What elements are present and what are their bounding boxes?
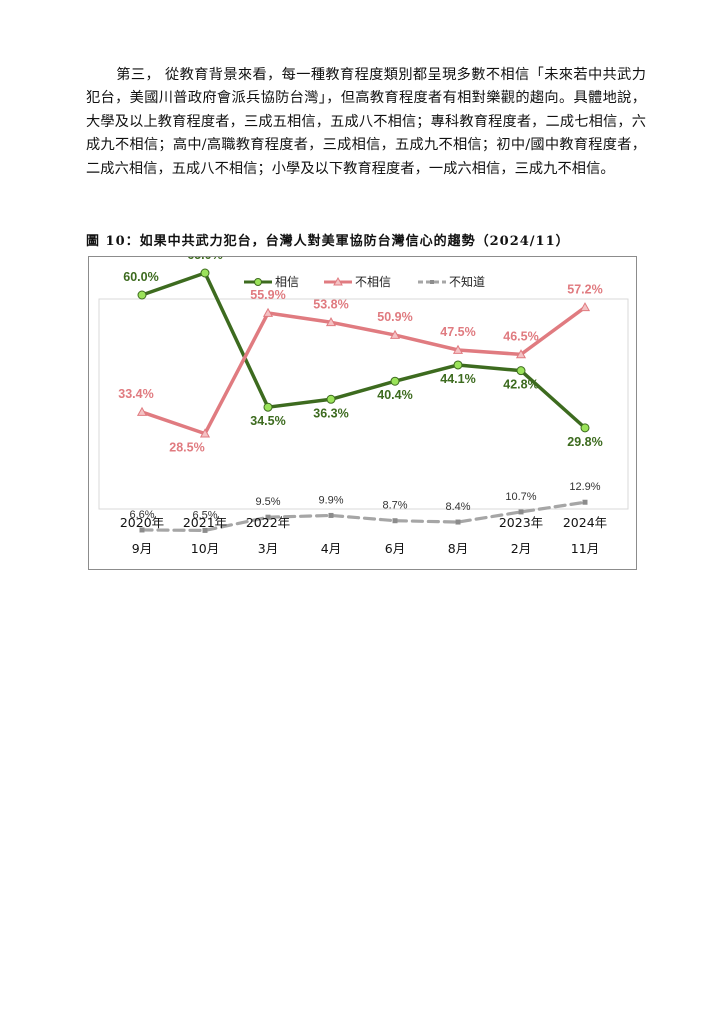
data-point xyxy=(516,366,526,376)
chart-frame: 相信 不相信 不知道 60.0% 65.0% 34.5% 36.3% 40.4% 44.1% 4… xyxy=(88,256,637,570)
x-tick-month: 4月 xyxy=(321,541,341,556)
series-2: 33.4% 28.5% 55.9% 53.8% 50.9% 47.5% 46.5% 57.2% xyxy=(118,282,602,454)
data-point xyxy=(455,519,461,525)
data-point xyxy=(199,428,211,438)
chart-legend: 相信 不相信 不知道 xyxy=(244,275,485,289)
data-label: 65.0% xyxy=(187,257,222,262)
data-point xyxy=(265,514,271,520)
plot-area xyxy=(98,298,629,510)
x-tick-month: 11月 xyxy=(571,541,599,556)
data-label: 47.5% xyxy=(440,325,475,339)
data-label: 46.5% xyxy=(503,329,538,343)
data-point xyxy=(389,329,401,339)
data-label: 53.8% xyxy=(313,297,348,311)
data-point xyxy=(200,268,210,278)
data-label: 44.1% xyxy=(440,372,475,386)
x-tick-year: 2020年 xyxy=(120,515,164,530)
paragraph-text: 從教育背景來看，每一種教育程度類別都呈現多數不相信「未來若中共武力犯台，美國川普… xyxy=(86,67,646,177)
data-point xyxy=(582,499,588,505)
data-label: 6.6% xyxy=(129,509,154,521)
data-label: 55.9% xyxy=(250,288,285,302)
legend-marker xyxy=(333,276,343,286)
x-tick-year: 2021年 xyxy=(183,515,227,530)
data-point xyxy=(263,402,273,412)
legend-marker xyxy=(430,280,434,284)
data-point xyxy=(328,512,334,518)
data-label: 9.9% xyxy=(318,494,343,506)
legend-item-3: 不知道 xyxy=(418,275,485,289)
data-point xyxy=(262,307,274,317)
series-line-3 xyxy=(140,500,587,532)
legend-item-2: 不相信 xyxy=(324,275,391,289)
legend-marker xyxy=(254,278,262,286)
data-point xyxy=(390,376,400,386)
data-point xyxy=(137,290,147,300)
data-label: 36.3% xyxy=(313,406,348,420)
data-label: 6.5% xyxy=(192,509,217,521)
data-point xyxy=(515,349,527,359)
series-1: 60.0% 65.0% 34.5% 36.3% 40.4% 44.1% 42.8% 29.8% xyxy=(123,257,602,449)
series-3: 6.6% 6.5% 9.5% 9.9% 8.7% 8.4% 10.7% 12.9% xyxy=(129,481,601,533)
x-tick-month: 8月 xyxy=(448,541,468,556)
body-paragraph: 第三， 從教育背景來看，每一種教育程度類別都呈現多數不相信「未來若中共武力犯台，… xyxy=(86,64,646,181)
x-axis: 2020年 9月 2021年 10月 2022年 3月 4月 6月 8月 2023年 2月 2024年… xyxy=(120,515,607,556)
x-tick-month: 9月 xyxy=(132,541,152,556)
x-tick-year: 2022年 xyxy=(246,515,290,530)
series-line-1 xyxy=(140,271,587,430)
x-tick-month: 3月 xyxy=(258,541,278,556)
data-point xyxy=(326,394,336,404)
data-label: 9.5% xyxy=(255,496,280,508)
data-label: 42.8% xyxy=(503,378,538,392)
data-label: 10.7% xyxy=(505,491,536,503)
data-point xyxy=(579,302,591,312)
x-tick-month: 6月 xyxy=(385,541,405,556)
legend-label: 相信 xyxy=(275,275,299,289)
data-label: 34.5% xyxy=(250,414,285,428)
x-tick-month: 10月 xyxy=(191,541,219,556)
data-label: 57.2% xyxy=(567,282,602,296)
x-tick-month: 2月 xyxy=(511,541,531,556)
data-point xyxy=(202,527,208,533)
data-label: 12.9% xyxy=(569,481,600,493)
data-label: 60.0% xyxy=(123,270,158,284)
data-point xyxy=(392,518,398,524)
data-label: 8.7% xyxy=(382,500,407,512)
x-tick-year: 2023年 xyxy=(499,515,543,530)
data-label: 50.9% xyxy=(377,310,412,324)
data-point xyxy=(136,406,148,416)
data-point xyxy=(325,317,337,327)
data-label: 33.4% xyxy=(118,387,153,401)
paragraph-lead: 第三， xyxy=(116,67,161,83)
data-point xyxy=(452,344,464,354)
data-point xyxy=(453,360,463,370)
data-point xyxy=(580,423,590,433)
legend-label: 不知道 xyxy=(449,275,485,289)
figure-caption: 圖 10：如果中共武力犯台，台灣人對美軍協防台灣信心的趨勢（2024/11） xyxy=(86,234,570,249)
data-point xyxy=(139,527,145,533)
data-point xyxy=(518,509,524,515)
legend-label: 不相信 xyxy=(355,275,391,289)
data-label: 40.4% xyxy=(377,388,412,402)
data-label: 8.4% xyxy=(445,501,470,513)
series-line-2 xyxy=(140,305,587,436)
x-tick-year: 2024年 xyxy=(563,515,607,530)
legend-item-1: 相信 xyxy=(244,275,299,289)
data-label: 28.5% xyxy=(169,441,204,455)
data-label: 29.8% xyxy=(567,435,602,449)
line-chart: 相信 不相信 不知道 60.0% 65.0% 34.5% 36.3% 40.4% 44.1% 4… xyxy=(98,257,629,556)
